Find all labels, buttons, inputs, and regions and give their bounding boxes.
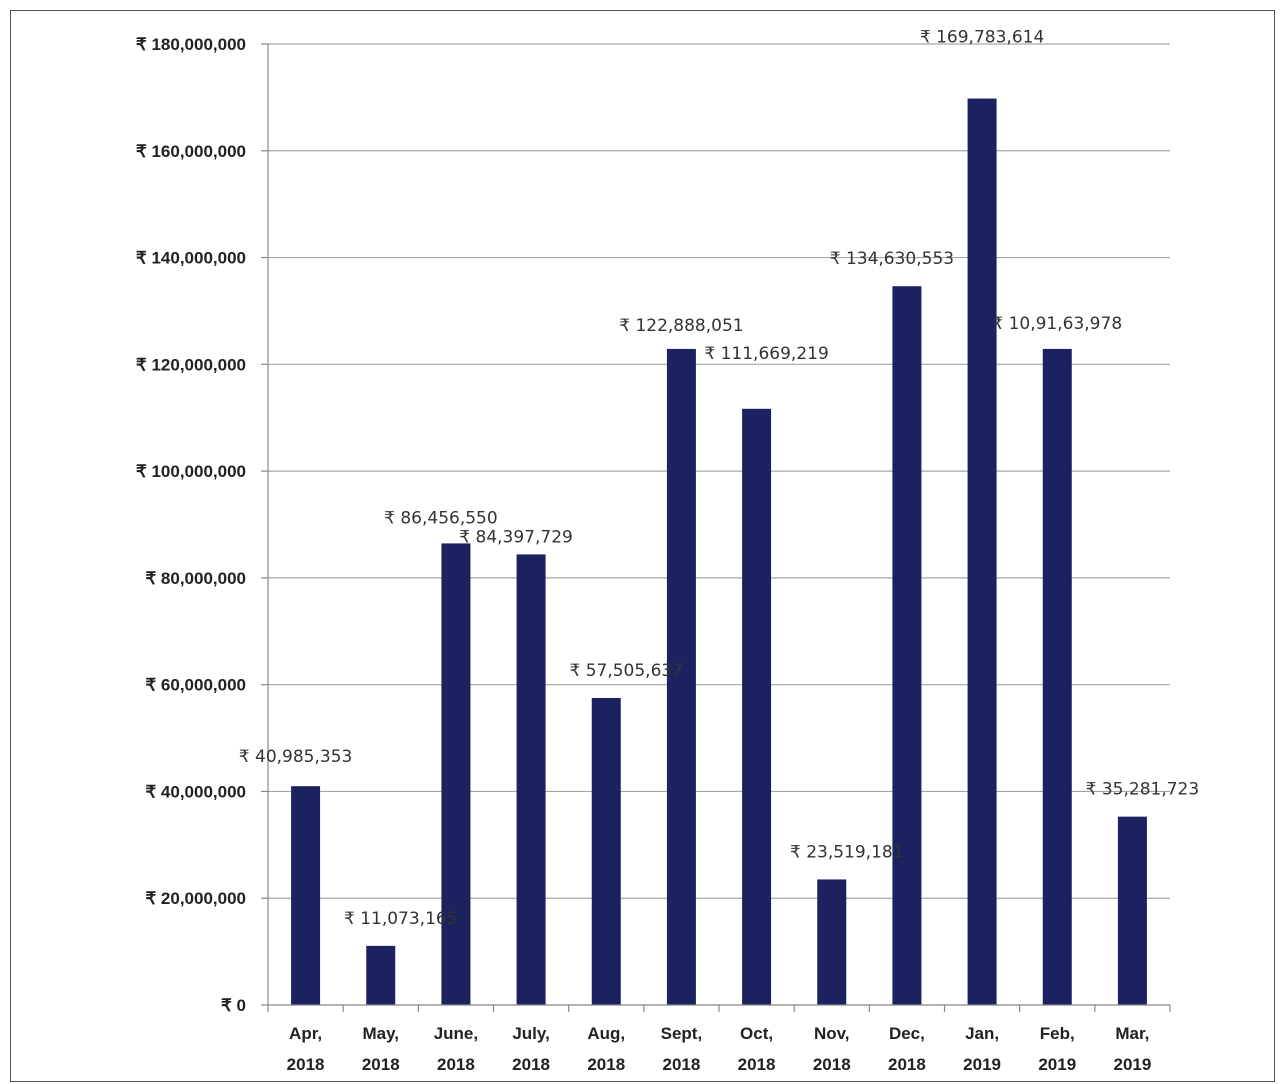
y-tick-label: ₹ 80,000,000 xyxy=(145,569,246,588)
bar xyxy=(366,945,396,1005)
y-tick-label: ₹ 60,000,000 xyxy=(145,676,246,695)
x-tick-label-year: 2018 xyxy=(512,1055,550,1074)
y-tick-label: ₹ 100,000,000 xyxy=(136,462,246,481)
bar xyxy=(892,286,922,1006)
data-label: ₹ 57,505,637 xyxy=(569,661,683,681)
bar xyxy=(516,554,546,1005)
y-tick-label: ₹ 180,000,000 xyxy=(136,35,246,54)
x-tick-label-year: 2018 xyxy=(362,1055,400,1074)
x-tick-label-year: 2018 xyxy=(738,1055,776,1074)
y-tick-label: ₹ 120,000,000 xyxy=(136,355,246,374)
data-label: ₹ 169,783,614 xyxy=(920,28,1044,48)
bar xyxy=(742,408,772,1006)
data-label: ₹ 10,91,63,978 xyxy=(992,314,1122,334)
x-tick-label-month: July, xyxy=(512,1024,549,1043)
data-labels: ₹ 40,985,353 ₹ 11,073,165 ₹ 86,456,550₹ 84… xyxy=(239,28,1199,929)
x-tick-label-month: Apr, xyxy=(289,1024,322,1043)
data-label: ₹ 122,888,051 xyxy=(619,316,743,336)
data-label: ₹ 86,456,550 xyxy=(384,508,498,528)
data-label: ₹ 84,397,729 xyxy=(459,527,573,547)
x-tick-label-year: 2018 xyxy=(813,1055,851,1074)
x-tick-label-month: Dec, xyxy=(889,1024,925,1043)
bar xyxy=(666,348,696,1006)
x-tick-label-month: Nov, xyxy=(814,1024,850,1043)
data-label: ₹ 111,669,219 xyxy=(704,344,828,364)
data-label: ₹ 23,519,181 xyxy=(790,842,904,862)
x-tick-label-year: 2019 xyxy=(1114,1055,1152,1074)
x-tick-label-month: Sept, xyxy=(661,1024,703,1043)
data-label: ₹ 35,281,723 xyxy=(1086,780,1200,800)
x-tick-label-year: 2018 xyxy=(437,1055,475,1074)
data-label: ₹ 40,985,353 xyxy=(239,747,353,767)
y-tick-label: ₹ 140,000,000 xyxy=(136,249,246,268)
gridlines xyxy=(268,43,1170,899)
x-tick-label-month: Oct, xyxy=(740,1024,773,1043)
data-label: ₹ 11,073,165 xyxy=(344,909,458,929)
x-tick-label-year: 2019 xyxy=(963,1055,1001,1074)
bars xyxy=(291,98,1147,1006)
y-axis-ticks: ₹ 0 ₹ 20,000,000 ₹ 40,000,000 ₹ 60,000,000 ₹… xyxy=(136,35,268,1015)
x-tick-label-month: Aug, xyxy=(587,1024,625,1043)
bar xyxy=(817,879,847,1005)
data-label: ₹ 134,630,553 xyxy=(830,249,954,269)
x-tick-label-month: Mar, xyxy=(1115,1024,1149,1043)
x-tick-label-year: 2019 xyxy=(1038,1055,1076,1074)
y-tick-label: ₹ 160,000,000 xyxy=(136,142,246,161)
x-tick-label-month: June, xyxy=(434,1024,478,1043)
bar xyxy=(591,697,621,1005)
bar xyxy=(967,98,997,1006)
y-tick-label: ₹ 0 xyxy=(221,996,246,1015)
bar xyxy=(1117,816,1147,1005)
x-tick-label-year: 2018 xyxy=(888,1055,926,1074)
x-tick-label-year: 2018 xyxy=(287,1055,325,1074)
x-tick-label-month: May, xyxy=(362,1024,399,1043)
bar xyxy=(441,543,471,1005)
x-axis-ticks: Apr, 2018 May, 2018 June, 2018 July, 2018 Aug, 20… xyxy=(267,1005,1171,1074)
x-tick-label-month: Feb, xyxy=(1040,1024,1075,1043)
x-tick-label-month: Jan, xyxy=(965,1024,999,1043)
bar xyxy=(291,786,321,1005)
y-tick-label: ₹ 20,000,000 xyxy=(145,889,246,908)
x-tick-label-year: 2018 xyxy=(587,1055,625,1074)
bar xyxy=(1042,348,1072,1006)
y-tick-label: ₹ 40,000,000 xyxy=(145,782,246,801)
x-tick-label-year: 2018 xyxy=(663,1055,701,1074)
